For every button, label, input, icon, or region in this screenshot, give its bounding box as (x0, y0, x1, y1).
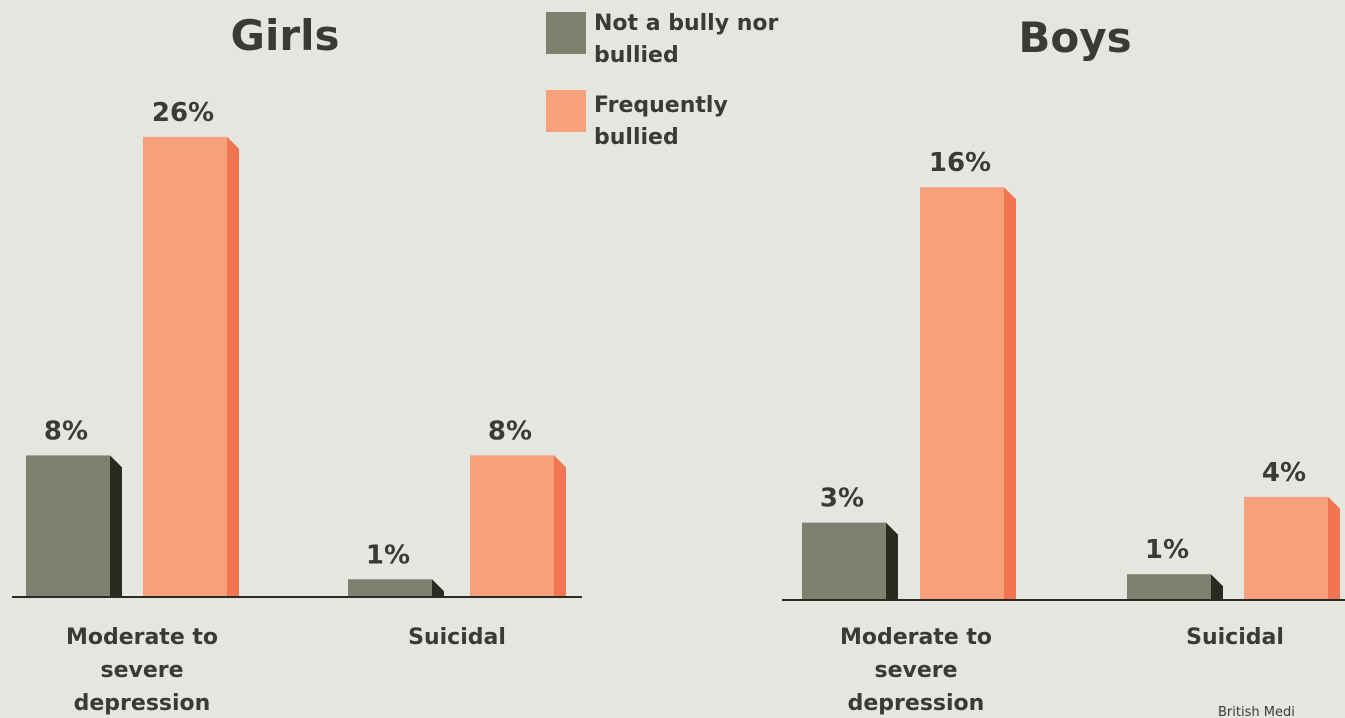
boys-value-label-s1-c0: 16% (929, 148, 991, 178)
girls-value-label-s0-c0: 8% (44, 416, 88, 446)
boys-value-label-s0-c0: 3% (820, 484, 864, 514)
boys-chart-title: Boys (1018, 13, 1131, 62)
boys-bar-s0-c1 (1127, 574, 1211, 600)
girls-category-label-c1-l0: Suicidal (408, 625, 506, 650)
girls-category-label-c0-l2: depression (74, 691, 211, 716)
source-credit: British Medi (1218, 705, 1295, 718)
girls-value-label-s0-c1: 1% (366, 540, 410, 570)
girls-chart-title: Girls (231, 11, 340, 60)
girls-bar-side-s1-c0 (227, 136, 239, 598)
boys-bar-side-s1-c1 (1328, 496, 1340, 600)
boys-bar-s1-c1 (1244, 496, 1328, 600)
girls-bar-s1-c0 (143, 136, 227, 598)
girls-bar-s0-c1 (348, 579, 432, 597)
boys-bar-s0-c0 (802, 522, 886, 600)
legend-label-1-l1: bullied (594, 125, 679, 150)
legend-label-1-l0: Frequently (594, 93, 728, 118)
boys-bar-side-s0-c0 (886, 522, 898, 600)
boys-value-label-s0-c1: 1% (1145, 535, 1189, 565)
boys-category-label-c1-l0: Suicidal (1186, 625, 1284, 650)
girls-bar-side-s0-c0 (110, 455, 122, 597)
boys-bar-side-s1-c0 (1004, 187, 1016, 600)
girls-bar-side-s1-c1 (554, 455, 566, 597)
girls-bar-s0-c0 (26, 455, 110, 597)
boys-category-label-c0-l1: severe (874, 658, 957, 683)
legend-swatch-1 (546, 90, 586, 132)
girls-category-label-c0-l0: Moderate to (66, 625, 218, 650)
girls-bar-s1-c1 (470, 455, 554, 597)
boys-bar-s1-c0 (920, 187, 1004, 600)
legend-label-0-l1: bullied (594, 43, 679, 68)
boys-category-label-c0-l2: depression (848, 691, 985, 716)
boys-category-label-c0-l0: Moderate to (840, 625, 992, 650)
boys-value-label-s1-c1: 4% (1262, 458, 1306, 488)
girls-value-label-s1-c0: 26% (152, 98, 214, 128)
girls-value-label-s1-c1: 8% (488, 416, 532, 446)
girls-category-label-c0-l1: severe (100, 658, 183, 683)
legend-label-0-l0: Not a bully nor (594, 11, 778, 36)
legend-swatch-0 (546, 12, 586, 54)
boys-bar-side-s0-c1 (1211, 574, 1223, 600)
girls-bar-side-s0-c1 (432, 579, 444, 597)
